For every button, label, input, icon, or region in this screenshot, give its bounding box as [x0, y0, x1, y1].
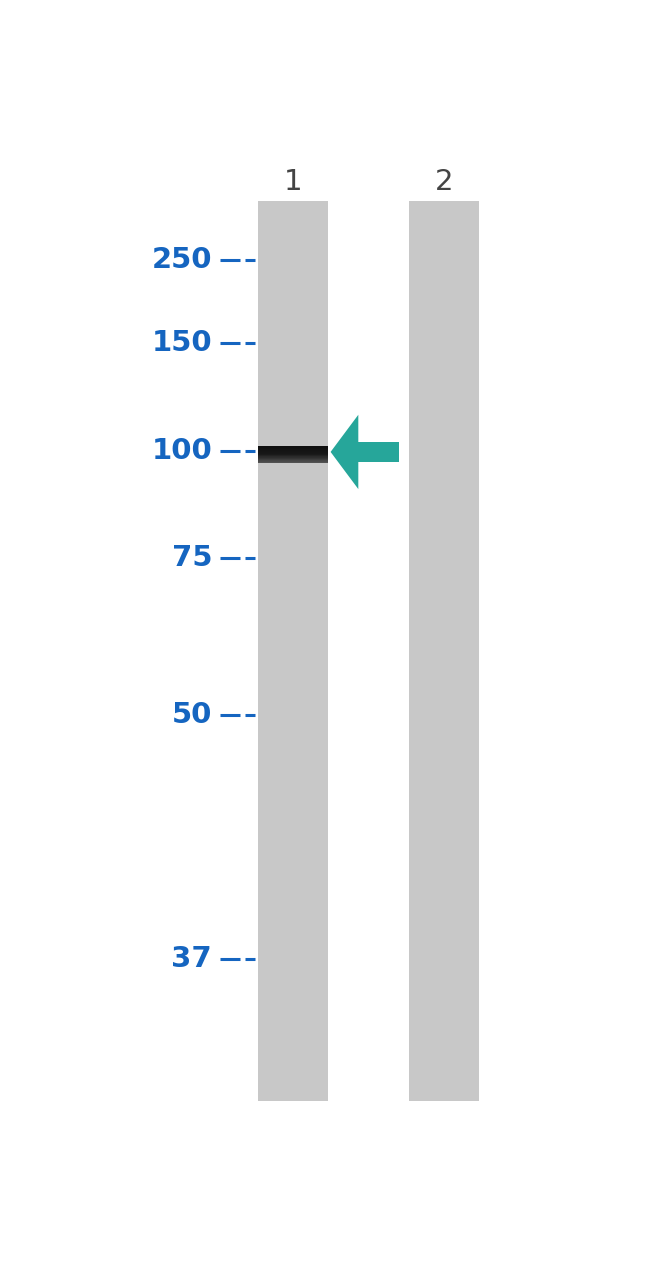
Text: 37: 37: [172, 945, 212, 973]
Text: 2: 2: [435, 168, 453, 196]
Bar: [409, 202, 479, 1101]
Text: 250: 250: [151, 246, 212, 274]
Bar: [358, 442, 398, 462]
Text: 75: 75: [172, 545, 212, 573]
Polygon shape: [331, 415, 358, 489]
Text: 150: 150: [151, 329, 212, 357]
Text: 1: 1: [283, 168, 302, 196]
Text: 100: 100: [151, 437, 212, 465]
Text: 50: 50: [172, 701, 212, 729]
Bar: [257, 202, 328, 1101]
